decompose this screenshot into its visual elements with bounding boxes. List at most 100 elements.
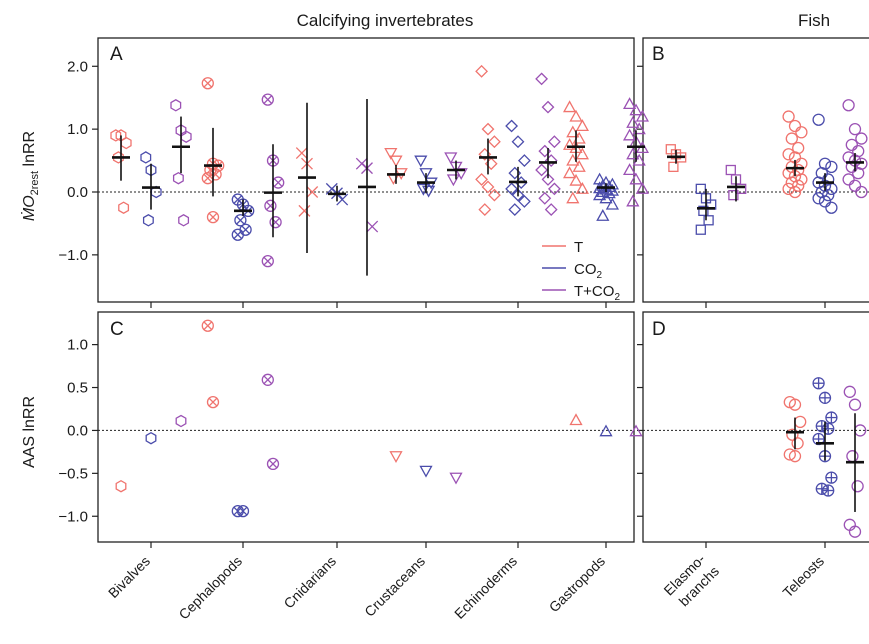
panel-c-frame	[97, 311, 635, 543]
data-point-b-t	[782, 148, 795, 161]
panel-letter-c: C	[110, 319, 124, 340]
data-point-b-t	[668, 161, 679, 173]
data-point-b-t	[782, 182, 795, 196]
means-layer	[112, 98, 864, 512]
data-point-d-tco2	[843, 385, 856, 398]
data-point-a-co2	[592, 188, 607, 201]
data-point-a-t	[575, 147, 590, 160]
data-point-d-co2	[825, 411, 838, 424]
data-point-a-tco2	[632, 122, 646, 135]
data-point-d-t	[788, 398, 802, 411]
data-point-a-co2	[605, 183, 620, 196]
data-point-d-t	[783, 448, 796, 461]
data-point-a-t	[487, 188, 501, 202]
data-point-a-t	[562, 138, 577, 150]
data-point-a-co2	[140, 151, 152, 164]
data-point-a-t	[475, 64, 489, 78]
data-point-b-tco2	[848, 122, 862, 136]
x-tick-label-teleosts: Teleosts	[779, 553, 827, 601]
data-point-a-co2	[508, 203, 522, 217]
data-point-b-co2	[825, 201, 838, 214]
data-point-c-tco2	[629, 424, 643, 437]
data-point-a-co2	[505, 182, 519, 196]
data-point-a-tco2	[635, 182, 650, 194]
data-point-b-co2	[825, 160, 838, 174]
data-point-a-tco2	[172, 171, 184, 185]
panel-letter-d: D	[652, 319, 666, 340]
data-point-b-t	[788, 185, 802, 199]
data-point-a-co2	[239, 223, 252, 236]
y-axis-title-bottom: AAS lnRR	[21, 396, 38, 468]
data-point-a-tco2	[629, 103, 643, 116]
data-point-a-tco2	[626, 116, 640, 128]
y-tick-label-c: −0.5	[58, 465, 88, 482]
data-point-d-t	[794, 415, 807, 429]
data-point-a-tco2	[264, 199, 277, 212]
data-point-a-t	[575, 182, 590, 194]
data-point-a-co2	[336, 193, 349, 206]
data-point-b-t	[785, 132, 798, 145]
data-point-c-tco2	[261, 373, 274, 386]
panel-a-frame	[97, 37, 635, 303]
data-point-a-t	[384, 147, 398, 160]
y-tick-label-a: 0.0	[67, 184, 88, 201]
data-point-d-tco2	[848, 398, 862, 411]
data-point-a-tco2	[269, 216, 282, 229]
data-point-a-tco2	[635, 109, 650, 122]
data-point-a-tco2	[622, 97, 637, 110]
panel-b-frame	[642, 37, 869, 303]
x-tick-label-crustaceans: Crustaceans	[361, 553, 428, 620]
group-title-fish: Fish	[798, 11, 830, 30]
axes-layer: −1.0 0.0 1.0 2.0 −1.0 −0.5 0.0 0.5 1.0	[58, 58, 869, 548]
data-point-b-t	[788, 119, 802, 133]
x-tick-label-bivalves: Bivalves	[105, 553, 153, 601]
data-point-b-co2	[812, 192, 825, 205]
data-point-b-tco2	[855, 185, 868, 199]
data-point-a-tco2	[261, 93, 274, 106]
data-point-b-co2	[698, 205, 709, 217]
data-point-a-tco2	[629, 172, 643, 185]
panel-letter-b: B	[652, 44, 665, 65]
data-point-a-tco2	[272, 176, 285, 189]
data-point-a-t	[562, 166, 577, 179]
data-point-c-tco2	[266, 457, 280, 471]
data-point-a-tco2	[544, 203, 558, 217]
data-point-a-tco2	[178, 214, 190, 227]
data-point-a-co2	[599, 191, 613, 204]
x-tick-label-echinoderms: Echinoderms	[451, 553, 520, 622]
data-point-a-t	[481, 122, 495, 136]
data-point-a-co2	[419, 168, 433, 180]
data-point-a-t	[572, 160, 586, 172]
x-tick-label-cephalopods: Cephalopods	[175, 553, 245, 623]
means-b	[667, 149, 864, 221]
y-tick-label-a: 1.0	[67, 121, 88, 138]
data-point-a-tco2	[626, 194, 640, 207]
data-point-a-tco2	[446, 174, 461, 187]
data-point-a-t	[566, 191, 580, 204]
data-point-d-co2	[815, 482, 828, 495]
data-point-b-co2	[695, 224, 706, 235]
data-point-a-tco2	[535, 163, 549, 177]
y-tick-label-c: −1.0	[58, 508, 88, 525]
y-tick-label-a: −1.0	[58, 247, 88, 264]
points-c	[115, 319, 643, 518]
data-point-a-t	[389, 155, 403, 168]
data-point-a-co2	[231, 228, 244, 241]
data-point-b-tco2	[728, 189, 739, 201]
x-tick-label-gastropods: Gastropods	[546, 553, 608, 615]
data-point-a-co2	[596, 209, 610, 221]
data-point-b-t	[782, 110, 795, 123]
data-point-b-tco2	[725, 164, 736, 176]
data-point-d-t	[791, 437, 804, 450]
data-point-a-tco2	[261, 254, 274, 268]
data-point-a-co2	[511, 188, 525, 202]
data-point-c-tco2	[175, 414, 187, 428]
legend: T CO2 T+CO2	[542, 239, 620, 303]
y-tick-label-c: 0.5	[67, 380, 88, 397]
panel-d-frame	[642, 311, 869, 543]
data-point-a-t	[295, 147, 308, 159]
data-point-c-t	[115, 479, 127, 493]
y-tick-label-c: 0.0	[67, 422, 88, 439]
points-a	[110, 64, 650, 268]
data-point-a-tco2	[170, 99, 182, 112]
